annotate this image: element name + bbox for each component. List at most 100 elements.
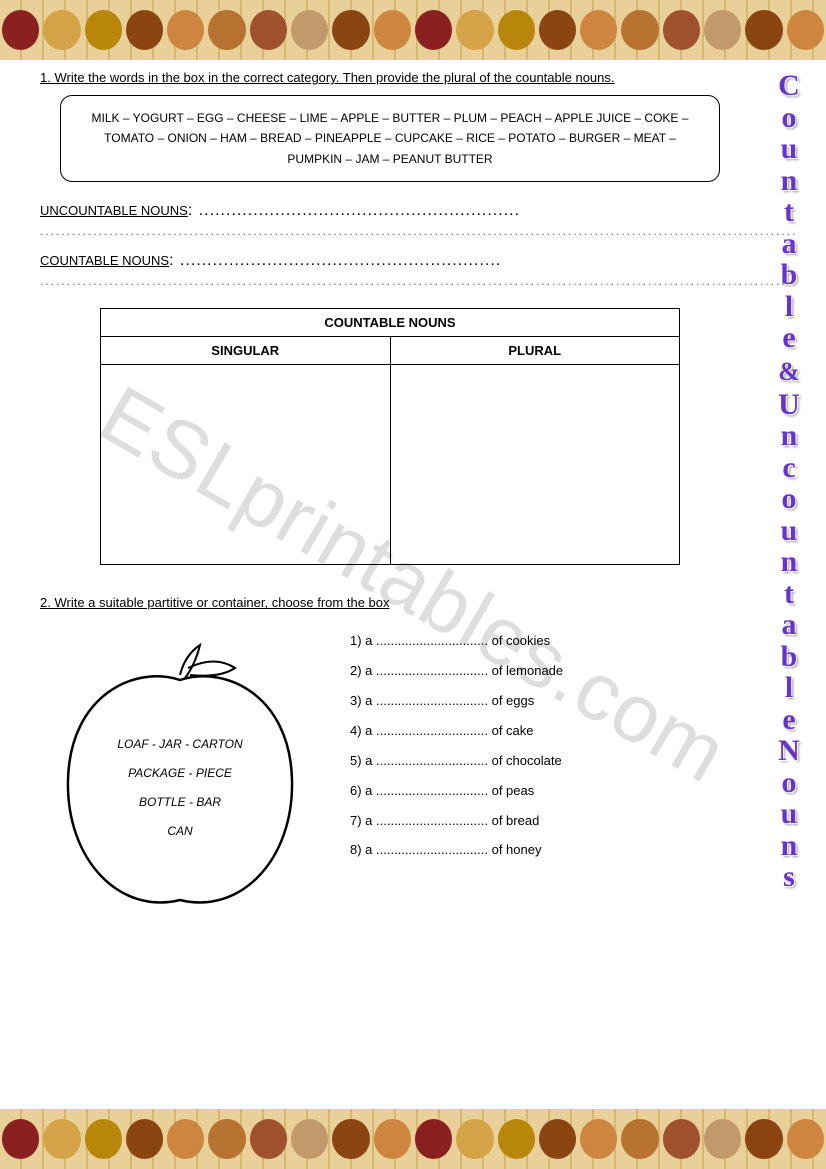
food-border-item: [745, 10, 782, 50]
food-border-item: [332, 1119, 369, 1159]
title-letter: t: [760, 578, 818, 610]
title-letter: o: [760, 767, 818, 799]
partitive-item: 5) a ............................... of …: [350, 746, 563, 776]
food-border-item: [374, 1119, 411, 1159]
col-singular: SINGULAR: [101, 337, 391, 365]
bottom-food-border: [0, 1109, 826, 1169]
food-border-item: [374, 10, 411, 50]
apple-word-line: CAN: [80, 817, 280, 846]
title-letter: e: [760, 322, 818, 354]
exercise2-instruction: 2. Write a suitable partitive or contain…: [40, 595, 740, 610]
title-letter: n: [760, 165, 818, 197]
food-border-item: [250, 1119, 287, 1159]
uncountable-label: UNCOUNTABLE NOUNS: [40, 203, 188, 218]
food-border-item: [208, 10, 245, 50]
apple-container: LOAF - JAR - CARTONPACKAGE - PIECEBOTTLE…: [40, 620, 320, 920]
title-letter: a: [760, 609, 818, 641]
title-letter: e: [760, 704, 818, 736]
food-border-item: [498, 1119, 535, 1159]
title-letter: C: [760, 70, 818, 102]
partitive-item: 2) a ............................... of …: [350, 656, 563, 686]
partitive-item: 8) a ............................... of …: [350, 835, 563, 865]
worksheet-content: 1. Write the words in the box in the cor…: [40, 70, 740, 920]
food-border-item: [291, 1119, 328, 1159]
section2: LOAF - JAR - CARTONPACKAGE - PIECEBOTTLE…: [40, 620, 740, 920]
title-letter: b: [760, 641, 818, 673]
food-border-item: [539, 10, 576, 50]
title-letter: u: [760, 133, 818, 165]
countable-table: COUNTABLE NOUNS SINGULAR PLURAL: [100, 308, 680, 565]
title-letter: b: [760, 259, 818, 291]
title-letter: &: [760, 358, 818, 385]
partitive-item: 7) a ............................... of …: [350, 806, 563, 836]
title-letter: l: [760, 291, 818, 323]
word-box: MILK – YOGURT – EGG – CHEESE – LIME – AP…: [60, 95, 720, 182]
title-letter: c: [760, 452, 818, 484]
food-border-item: [126, 10, 163, 50]
food-border-item: [2, 1119, 39, 1159]
col-plural: PLURAL: [390, 337, 680, 365]
food-border-item: [539, 1119, 576, 1159]
exercise1-instruction: 1. Write the words in the box in the cor…: [40, 70, 740, 85]
fill-dots-row: ........................................…: [40, 274, 740, 288]
title-letter: o: [760, 483, 818, 515]
partitive-item: 3) a ............................... of …: [350, 686, 563, 716]
title-letter: u: [760, 515, 818, 547]
countable-label: COUNTABLE NOUNS: [40, 253, 169, 268]
singular-cell: [101, 365, 391, 565]
fill-dots: : ......................................…: [169, 252, 501, 269]
food-border-item: [580, 1119, 617, 1159]
fill-dots-row: ........................................…: [40, 224, 740, 238]
title-letter: a: [760, 228, 818, 260]
apple-word-line: BOTTLE - BAR: [80, 788, 280, 817]
food-border-item: [621, 1119, 658, 1159]
food-border-item: [43, 1119, 80, 1159]
title-letter: s: [760, 861, 818, 893]
plural-cell: [390, 365, 680, 565]
food-border-item: [663, 10, 700, 50]
food-border-item: [704, 1119, 741, 1159]
food-border-item: [787, 10, 824, 50]
title-letter: l: [760, 672, 818, 704]
food-border-item: [126, 1119, 163, 1159]
food-border-item: [415, 1119, 452, 1159]
food-border-item: [415, 10, 452, 50]
food-border-item: [332, 10, 369, 50]
title-letter: o: [760, 102, 818, 134]
food-border-item: [208, 1119, 245, 1159]
food-border-item: [291, 10, 328, 50]
title-letter: u: [760, 798, 818, 830]
apple-word-list: LOAF - JAR - CARTONPACKAGE - PIECEBOTTLE…: [80, 730, 280, 845]
food-border-item: [621, 10, 658, 50]
partitive-list: 1) a ............................... of …: [350, 620, 563, 920]
food-border-item: [787, 1119, 824, 1159]
food-border-item: [580, 10, 617, 50]
food-border-item: [167, 1119, 204, 1159]
apple-word-line: PACKAGE - PIECE: [80, 759, 280, 788]
table-title: COUNTABLE NOUNS: [101, 309, 680, 337]
fill-dots: : ......................................…: [188, 202, 520, 219]
food-border-item: [704, 10, 741, 50]
food-border-item: [167, 10, 204, 50]
food-border-item: [498, 10, 535, 50]
partitive-item: 6) a ............................... of …: [350, 776, 563, 806]
food-border-item: [85, 1119, 122, 1159]
title-letter: n: [760, 546, 818, 578]
title-letter: n: [760, 830, 818, 862]
partitive-item: 1) a ............................... of …: [350, 626, 563, 656]
food-border-item: [250, 10, 287, 50]
food-border-item: [43, 10, 80, 50]
apple-word-line: LOAF - JAR - CARTON: [80, 730, 280, 759]
partitive-item: 4) a ............................... of …: [350, 716, 563, 746]
top-food-border: [0, 0, 826, 60]
food-border-item: [456, 10, 493, 50]
food-border-item: [745, 1119, 782, 1159]
food-border-item: [663, 1119, 700, 1159]
countable-table-container: COUNTABLE NOUNS SINGULAR PLURAL: [100, 308, 680, 565]
title-letter: t: [760, 196, 818, 228]
title-letter: U: [760, 389, 818, 421]
title-letter: n: [760, 420, 818, 452]
food-border-item: [2, 10, 39, 50]
food-border-item: [85, 10, 122, 50]
vertical-title: Countable&UncountableNouns: [760, 70, 818, 893]
